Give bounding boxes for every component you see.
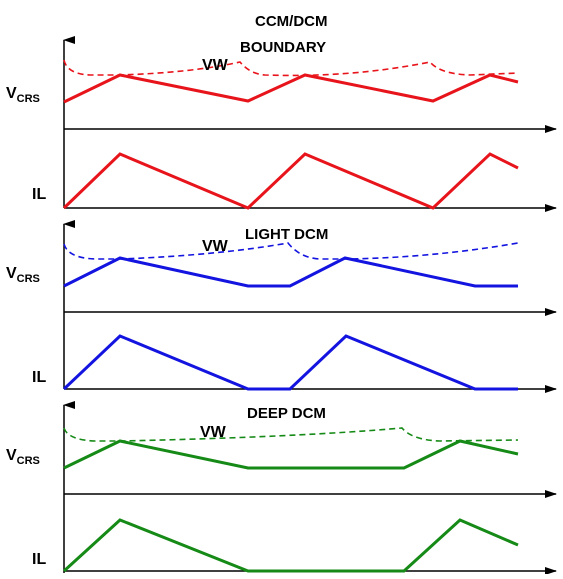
- vw-label: VW: [200, 424, 227, 441]
- il-label: IL: [32, 369, 46, 386]
- vcrs-waveform: [63, 256, 518, 288]
- vcrs-label: VCRS: [6, 265, 40, 285]
- vw-label: VW: [202, 238, 229, 255]
- panel-title-line-1: CCM/DCM: [255, 13, 328, 30]
- panel-deep-dcm: DEEP DCM VW VCRS IL: [6, 401, 557, 575]
- il-waveform: [62, 334, 518, 391]
- vcrs-label: VCRS: [6, 85, 40, 105]
- vcrs-label: VCRS: [6, 447, 40, 467]
- panel-light-dcm: LIGHT DCM VW VCRS IL: [6, 220, 557, 393]
- vcrs-label-sub: CRS: [17, 93, 40, 105]
- il-label: IL: [32, 551, 46, 568]
- vw-dashed-waveform: [63, 427, 519, 442]
- vcrs-label-main: V: [6, 265, 17, 282]
- panel-ccm-dcm-boundary: CCM/DCM BOUNDARY VW VCRS IL: [6, 13, 557, 212]
- panel-title-line-1: LIGHT DCM: [245, 226, 328, 243]
- vcrs-label-main: V: [6, 447, 17, 464]
- vw-dashed-waveform: [63, 242, 519, 260]
- panel-title-line-2: BOUNDARY: [240, 39, 326, 56]
- vw-dashed-waveform: [63, 59, 519, 77]
- vcrs-waveform: [63, 73, 519, 104]
- vcrs-label-sub: CRS: [17, 273, 40, 285]
- vcrs-label-main: V: [6, 85, 17, 102]
- vcrs-label-sub: CRS: [17, 455, 40, 467]
- il-waveform: [62, 518, 519, 573]
- panel-title-line-1: DEEP DCM: [247, 405, 326, 422]
- vw-label: VW: [202, 57, 229, 74]
- vcrs-waveform: [63, 439, 519, 470]
- il-label: IL: [32, 186, 46, 203]
- il-waveform: [62, 152, 519, 210]
